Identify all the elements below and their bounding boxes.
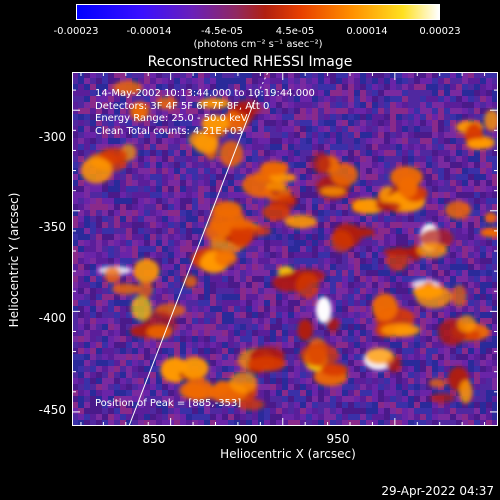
emission-blob xyxy=(416,242,448,258)
emission-blob xyxy=(237,398,265,411)
emission-blob xyxy=(349,227,376,238)
colorbar-tick-label: 0.00014 xyxy=(346,26,388,37)
emission-blob xyxy=(129,101,150,121)
emission-blob xyxy=(415,285,452,309)
emission-blob xyxy=(375,202,402,211)
method-counts-text: Clean Total counts: 4.21E+03 xyxy=(95,125,243,137)
energy-range-text: Energy Range: 25.0 - 50.0 keV xyxy=(95,113,248,124)
image-title: Reconstructed RHESSI Image xyxy=(147,54,353,70)
emission-blob xyxy=(198,98,231,109)
observation-info: 14-May-2002 10:13:44.000 to 10:19:44.000… xyxy=(95,88,315,138)
emission-blob xyxy=(113,80,142,95)
date-stamp: 29-Apr-2022 04:37 xyxy=(381,484,494,498)
emission-blob xyxy=(201,115,230,132)
emission-blob xyxy=(146,324,173,340)
x-tick-label: 850 xyxy=(142,432,166,446)
colorbar-tick-label: -0.00023 xyxy=(53,26,99,37)
emission-blob xyxy=(266,181,287,191)
colorbar-tick-label: -0.00014 xyxy=(126,26,172,37)
emission-blob xyxy=(80,157,113,184)
emission-blob xyxy=(462,330,481,342)
axis-ticks xyxy=(72,72,498,426)
detectors-text: Detectors: 3F 4F 5F 6F 7F 8F, Att 0 xyxy=(95,100,270,112)
emission-blob xyxy=(133,258,160,283)
emission-blob xyxy=(389,166,423,189)
peak-position-text: Position of Peak = [885,-353] xyxy=(95,398,242,409)
emission-blob xyxy=(212,200,243,219)
y-tick-label: -350 xyxy=(38,220,66,234)
emission-blob xyxy=(311,152,331,175)
emission-blob xyxy=(136,281,154,298)
emission-blob xyxy=(459,380,473,404)
emission-blob xyxy=(299,343,340,368)
emission-blob xyxy=(234,99,261,117)
emission-blob xyxy=(452,284,467,307)
time-range-text: 14-May-2002 10:13:44.000 to 10:19:44.000 xyxy=(95,88,315,99)
y-tick-label: -400 xyxy=(38,311,66,325)
emission-blob xyxy=(484,109,498,132)
emission-blob xyxy=(466,138,493,150)
emission-blob xyxy=(222,110,248,133)
emission-blob xyxy=(269,173,297,183)
plot-frame xyxy=(72,72,498,426)
emission-blob xyxy=(184,377,213,402)
colorbar-unit-label: (photons cm⁻² s⁻¹ asec⁻²) xyxy=(193,39,323,50)
emission-blob xyxy=(484,212,497,223)
emission-blob xyxy=(180,356,209,380)
emission-blob xyxy=(214,249,238,267)
emission-blob xyxy=(111,283,140,295)
emission-blob xyxy=(330,163,359,187)
emission-blobs xyxy=(80,80,498,411)
solar-limb-line xyxy=(128,101,255,426)
rhessi-image-plot xyxy=(72,72,498,426)
colorbar-tick-label: 4.5e-05 xyxy=(275,26,315,37)
emission-blob xyxy=(372,293,398,322)
emission-blob xyxy=(445,201,472,219)
emission-blob xyxy=(104,266,121,283)
emission-blob xyxy=(229,371,258,394)
emission-blob xyxy=(297,319,314,341)
emission-blob xyxy=(277,194,295,204)
emission-blob xyxy=(315,296,332,324)
emission-blob xyxy=(480,227,498,238)
emission-blob xyxy=(330,230,353,253)
y-tick-label: -300 xyxy=(38,130,66,144)
emission-blob xyxy=(194,132,219,154)
emission-blob xyxy=(260,161,289,176)
emission-blob xyxy=(295,272,319,299)
colorbar-tick-label: 0.00023 xyxy=(419,26,461,37)
x-axis-label: Heliocentric X (arcsec) xyxy=(220,447,356,461)
emission-blob xyxy=(320,186,346,196)
emission-blob xyxy=(428,378,447,388)
emission-blob xyxy=(457,315,477,333)
x-tick-label: 900 xyxy=(234,432,258,446)
emission-blob xyxy=(430,393,456,403)
colorbar-tick-label: -4.5e-05 xyxy=(201,26,243,37)
emission-blob xyxy=(284,214,317,229)
emission-blob xyxy=(365,347,394,365)
emission-blob xyxy=(131,295,152,321)
emission-blob xyxy=(223,218,254,229)
emission-blob xyxy=(156,96,178,110)
y-tick-label: -450 xyxy=(38,403,66,417)
emission-blob xyxy=(393,326,416,336)
solar-limb-line-top xyxy=(253,72,269,103)
emission-blob xyxy=(320,363,349,377)
emission-blob xyxy=(183,275,198,288)
colorbar xyxy=(76,4,440,20)
emission-blob xyxy=(326,317,340,332)
y-axis-label: Heliocentric Y (arcsec) xyxy=(7,192,21,328)
emission-blob xyxy=(262,203,291,221)
emission-blob xyxy=(246,356,286,372)
emission-blob xyxy=(219,140,244,167)
x-tick-label: 950 xyxy=(326,432,350,446)
